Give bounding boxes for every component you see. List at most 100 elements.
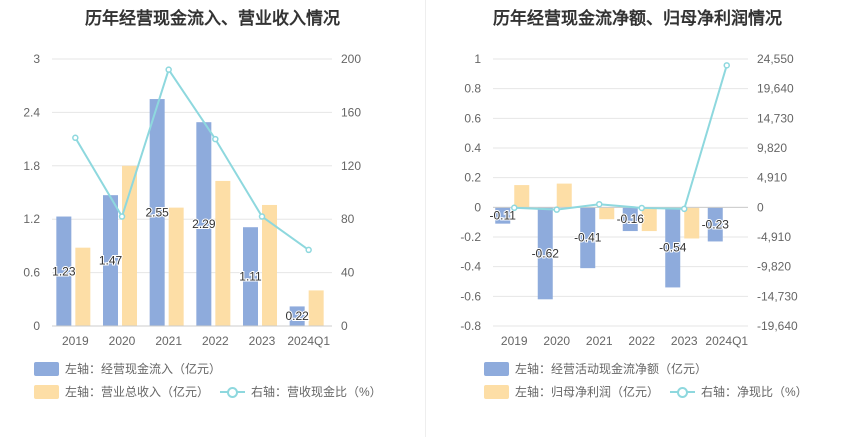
right-tick-label: 40 [341,266,355,280]
chart-title: 历年经营现金流入、营业收入情况 [85,9,340,28]
right-tick-label: 0 [341,319,348,333]
bar [580,207,596,269]
series-line [514,65,728,211]
bar [707,207,723,242]
right-tick-label: -9,820 [757,260,791,274]
legend-label: 左轴：经营活动现金流净额（亿元） [515,362,708,376]
legend-label: 右轴：净现比（%） [701,385,808,399]
cash-inflow-chart: 0 0.6 1.2 1.8 2.4 3 0 40 80 120 160 200 2019 2020 2021… [23,52,361,348]
left-tick-label: -0.2 [460,230,481,244]
line-point [553,206,560,213]
legend-label: 左轴：归母净利润（亿元） [515,385,660,399]
legend-swatch [34,384,59,399]
legend-swatch [34,361,59,376]
left-tick-label: 1.8 [23,159,40,173]
right-tick-label: 200 [341,52,361,66]
data-label: 1.47 [99,254,123,268]
data-label: -0.11 [490,208,517,222]
bar [641,207,657,232]
category-label: 2020 [543,334,570,348]
bar [599,207,615,220]
chart-panel-cash-inflow: 历年经营现金流入、营业收入情况 0 0.6 1.2 1.8 2.4 3 0 40 80 120 16… [23,9,382,400]
net-cash-chart: -0.8 -0.6 -0.4 -0.2 0 0.2 0.4 0.6 0.8 1 -19,640 -14… [460,52,798,348]
left-tick-label: 0.8 [464,82,481,96]
bar [262,204,277,326]
data-label: 1.23 [52,264,76,278]
left-tick-label: 0.6 [464,111,481,125]
chart-title: 历年经营现金流净额、归母净利润情况 [493,9,782,28]
left-tick-label: 0.4 [464,141,481,155]
bar [622,207,638,232]
category-label: 2020 [109,334,136,348]
legend-item-cash-inflow[interactable]: 左轴：经营现金流入（亿元） [34,360,221,377]
data-label: 2.55 [145,206,169,220]
right-tick-label: 4,910 [757,171,787,185]
line-point [212,135,219,143]
bar [495,207,511,224]
left-tick-label: 3 [33,52,40,66]
data-label: -0.62 [532,246,560,260]
bar [75,247,91,326]
left-tick-label: 1.2 [23,212,40,226]
data-label: 2.29 [192,217,216,231]
bar [537,207,553,300]
data-label: -0.41 [574,231,602,245]
right-tick-label: -4,910 [757,230,791,244]
data-label: 1.11 [239,270,262,284]
bar [103,195,118,326]
category-label: 2021 [586,334,613,348]
legend-item-net-cash-ratio[interactable]: 右轴：净现比（%） [670,383,808,400]
right-tick-label: 0 [757,200,764,214]
right-tick-label: 120 [341,159,361,173]
line-point [305,246,312,254]
left-tick-label: 0.2 [464,171,481,185]
left-tick-label: 0 [474,200,481,214]
line-point [165,66,172,73]
panel-divider [425,0,426,437]
category-label: 2023 [249,334,276,348]
right-tick-label: 80 [341,212,355,226]
legend-swatch [220,385,245,399]
line-point [596,200,603,208]
left-tick-label: 2.4 [23,105,40,119]
right-tick-label: 19,640 [757,82,794,96]
legend-swatch [484,384,509,399]
category-label: 2022 [202,334,229,348]
legend-item-cash-ratio[interactable]: 右轴：营收现金比（%） [220,383,382,400]
line-point [118,213,126,220]
left-tick-label: -0.8 [460,319,481,333]
left-tick-label: 0.6 [23,266,40,280]
legend-item-net-profit[interactable]: 左轴：归母净利润（亿元） [484,383,659,400]
left-tick-label: 0 [33,319,40,333]
legend-item-net-cash-flow[interactable]: 左轴：经营活动现金流净额（亿元） [484,360,707,377]
category-label: 2019 [501,334,528,348]
category-label: 2024Q1 [705,334,748,348]
line-point [723,62,730,69]
left-tick-label: 1 [474,52,481,66]
data-label: -0.54 [659,240,687,254]
legend-label: 左轴：营业总收入（亿元） [65,385,210,399]
line-point [681,205,688,213]
series-line [74,67,310,251]
line-point [511,204,518,212]
legend-swatch [484,361,509,376]
data-label: -0.16 [617,212,645,226]
chart-panel-net-cash: 历年经营现金流净额、归母净利润情况 -0.8 -0.6 -0.4 -0.2 0 0.2 0.… [425,0,850,437]
line-point [72,134,79,142]
right-tick-label: 24,550 [757,52,794,66]
right-tick-label: 9,820 [757,141,787,155]
bar [149,99,165,326]
data-label: -0.23 [702,217,730,231]
bar [556,183,572,208]
bar [308,290,324,326]
line-point [638,204,645,212]
right-tick-label: -19,640 [757,319,798,333]
bar [243,227,258,326]
bar [514,185,530,208]
right-tick-label: 160 [341,105,361,119]
category-label: 2022 [628,334,655,348]
category-label: 2021 [155,334,182,348]
bar [56,216,72,326]
legend-item-revenue[interactable]: 左轴：营业总收入（亿元） [34,383,209,400]
data-label: 0.22 [285,309,309,323]
